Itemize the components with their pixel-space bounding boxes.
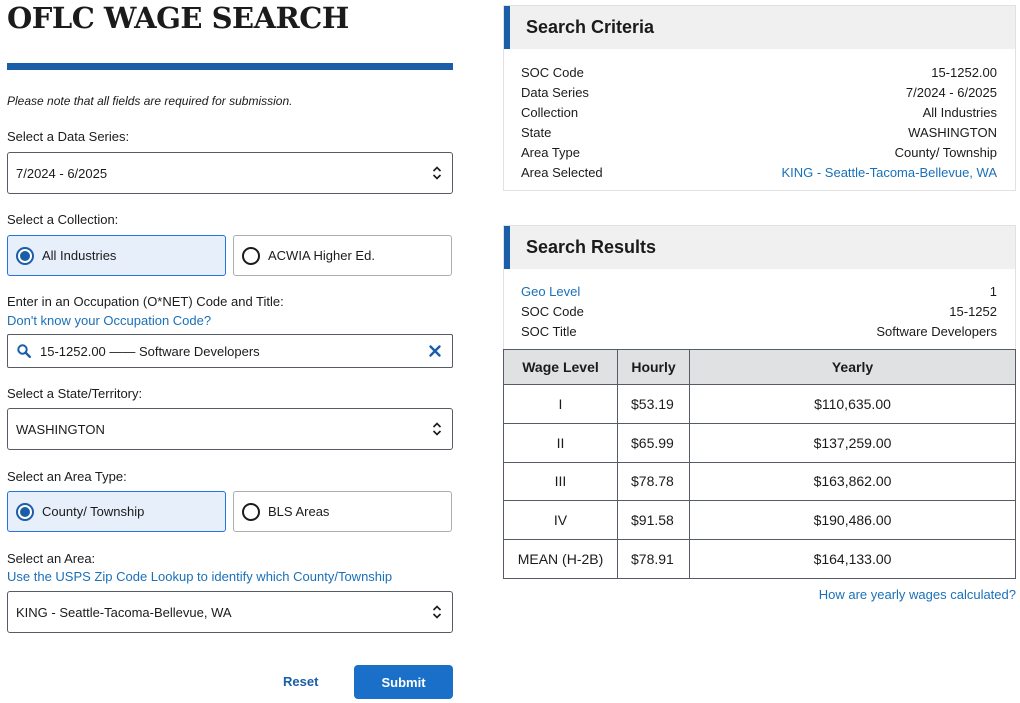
- search-icon: [17, 344, 31, 358]
- area-type-option-county-township[interactable]: County/ Township: [7, 491, 226, 532]
- area-type-option-bls-areas[interactable]: BLS Areas: [233, 491, 452, 532]
- criteria-row-data-series: Data Series 7/2024 - 6/2025: [504, 83, 1015, 103]
- table-row: IV $91.58 $190,486.00: [503, 500, 1016, 541]
- required-fields-note: Please note that all fields are required…: [7, 94, 293, 108]
- occupation-search-input[interactable]: 15-1252.00 —— Software Developers: [7, 334, 453, 368]
- wage-level-cell: I: [503, 384, 618, 424]
- results-row-geo-level: Geo Level 1: [504, 282, 1015, 302]
- hourly-cell: $78.91: [617, 539, 690, 579]
- soc-code-value: 15-1252: [949, 304, 997, 319]
- state-label: Select a State/Territory:: [7, 386, 143, 401]
- table-row: II $65.99 $137,259.00: [503, 422, 1016, 463]
- wage-level-cell: MEAN (H-2B): [503, 539, 618, 579]
- collection-option-acwia-higher-ed[interactable]: ACWIA Higher Ed.: [233, 235, 452, 276]
- data-series-label: Select a Data Series:: [7, 129, 130, 144]
- radio-selected-icon: [16, 246, 34, 265]
- results-row-soc-title: SOC Title Software Developers: [504, 322, 1015, 342]
- criteria-value: 15-1252.00: [931, 65, 997, 80]
- yearly-cell: $110,635.00: [689, 384, 1016, 424]
- wage-level-cell: II: [503, 422, 618, 463]
- page-title: OFLC WAGE SEARCH: [7, 1, 349, 35]
- criteria-key: Area Type: [521, 145, 581, 160]
- occupation-help-link[interactable]: Don't know your Occupation Code?: [7, 313, 212, 328]
- chevron-up-down-icon: [432, 166, 442, 180]
- radio-unselected-icon: [242, 246, 260, 265]
- table-row: I $53.19 $110,635.00: [503, 384, 1016, 424]
- geo-level-link[interactable]: Geo Level: [521, 284, 581, 299]
- collection-option-all-industries[interactable]: All Industries: [7, 235, 226, 276]
- collection-label: Select a Collection:: [7, 212, 119, 227]
- criteria-row-area-selected: Area Selected KING - Seattle-Tacoma-Bell…: [504, 163, 1015, 183]
- area-value: KING - Seattle-Tacoma-Bellevue, WA: [16, 604, 232, 620]
- chevron-up-down-icon: [432, 605, 442, 619]
- column-header-hourly: Hourly: [617, 349, 690, 385]
- search-criteria-panel: Search Criteria SOC Code 15-1252.00 Data…: [503, 5, 1016, 191]
- soc-title-label: SOC Title: [521, 324, 577, 339]
- search-results-panel: Search Results Geo Level 1 SOC Code 15-1…: [503, 225, 1016, 350]
- criteria-key: State: [521, 125, 552, 140]
- collection-option-label: ACWIA Higher Ed.: [268, 248, 375, 263]
- area-type-label: Select an Area Type:: [7, 469, 127, 484]
- wage-level-cell: III: [503, 461, 618, 502]
- column-header-wage-level: Wage Level: [503, 349, 618, 385]
- criteria-value: County/ Township: [894, 145, 997, 160]
- criteria-row-soc-code: SOC Code 15-1252.00: [504, 63, 1015, 83]
- yearly-cell: $164,133.00: [689, 539, 1016, 579]
- results-row-soc-code: SOC Code 15-1252: [504, 302, 1015, 322]
- soc-code-label: SOC Code: [521, 304, 584, 319]
- criteria-row-collection: Collection All Industries: [504, 103, 1015, 123]
- yearly-wages-help-link[interactable]: How are yearly wages calculated?: [818, 587, 1016, 602]
- criteria-key: SOC Code: [521, 65, 584, 80]
- title-divider: [7, 63, 453, 70]
- wage-level-cell: IV: [503, 500, 618, 541]
- criteria-key: Data Series: [521, 85, 589, 100]
- table-header-row: Wage Level Hourly Yearly: [503, 349, 1016, 385]
- occupation-label: Enter in an Occupation (O*NET) Code and …: [7, 294, 284, 309]
- wage-results-table: Wage Level Hourly Yearly I $53.19 $110,6…: [503, 349, 1016, 579]
- soc-title-value: Software Developers: [876, 324, 997, 339]
- close-icon[interactable]: [428, 344, 442, 358]
- yearly-cell: $163,862.00: [689, 461, 1016, 502]
- hourly-cell: $78.78: [617, 461, 690, 502]
- criteria-value: 7/2024 - 6/2025: [905, 85, 997, 100]
- data-series-value: 7/2024 - 6/2025: [16, 165, 108, 181]
- area-selected-link[interactable]: KING - Seattle-Tacoma-Bellevue, WA: [781, 165, 997, 180]
- search-criteria-title: Search Criteria: [504, 6, 1015, 49]
- hourly-cell: $53.19: [617, 384, 690, 424]
- zip-code-lookup-link[interactable]: Use the USPS Zip Code Lookup to identify…: [7, 569, 393, 584]
- criteria-value: All Industries: [922, 105, 997, 120]
- criteria-row-state: State WASHINGTON: [504, 123, 1015, 143]
- hourly-cell: $65.99: [617, 422, 690, 463]
- radio-selected-icon: [16, 502, 34, 521]
- chevron-up-down-icon: [432, 422, 442, 436]
- submit-button[interactable]: Submit: [354, 665, 453, 699]
- criteria-value: WASHINGTON: [908, 125, 997, 140]
- geo-level-value: 1: [989, 284, 997, 299]
- occupation-value: 15-1252.00 —— Software Developers: [40, 343, 260, 359]
- area-label: Select an Area:: [7, 551, 96, 566]
- yearly-cell: $137,259.00: [689, 422, 1016, 463]
- table-row: MEAN (H-2B) $78.91 $164,133.00: [503, 539, 1016, 579]
- area-type-option-label: BLS Areas: [268, 504, 330, 519]
- area-select[interactable]: KING - Seattle-Tacoma-Bellevue, WA: [7, 591, 453, 633]
- criteria-key: Collection: [521, 105, 579, 120]
- table-row: III $78.78 $163,862.00: [503, 461, 1016, 502]
- state-select[interactable]: WASHINGTON: [7, 408, 453, 450]
- criteria-row-area-type: Area Type County/ Township: [504, 143, 1015, 163]
- criteria-key: Area Selected: [521, 165, 603, 180]
- area-type-option-label: County/ Township: [42, 504, 145, 519]
- radio-unselected-icon: [242, 502, 260, 521]
- hourly-cell: $91.58: [617, 500, 690, 541]
- state-value: WASHINGTON: [16, 421, 105, 437]
- search-results-title: Search Results: [504, 226, 1015, 269]
- column-header-yearly: Yearly: [689, 349, 1016, 385]
- yearly-cell: $190,486.00: [689, 500, 1016, 541]
- reset-button[interactable]: Reset: [283, 674, 319, 689]
- collection-option-label: All Industries: [42, 248, 117, 263]
- data-series-select[interactable]: 7/2024 - 6/2025: [7, 152, 453, 194]
